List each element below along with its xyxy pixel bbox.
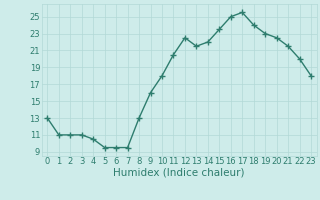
X-axis label: Humidex (Indice chaleur): Humidex (Indice chaleur) bbox=[114, 168, 245, 178]
